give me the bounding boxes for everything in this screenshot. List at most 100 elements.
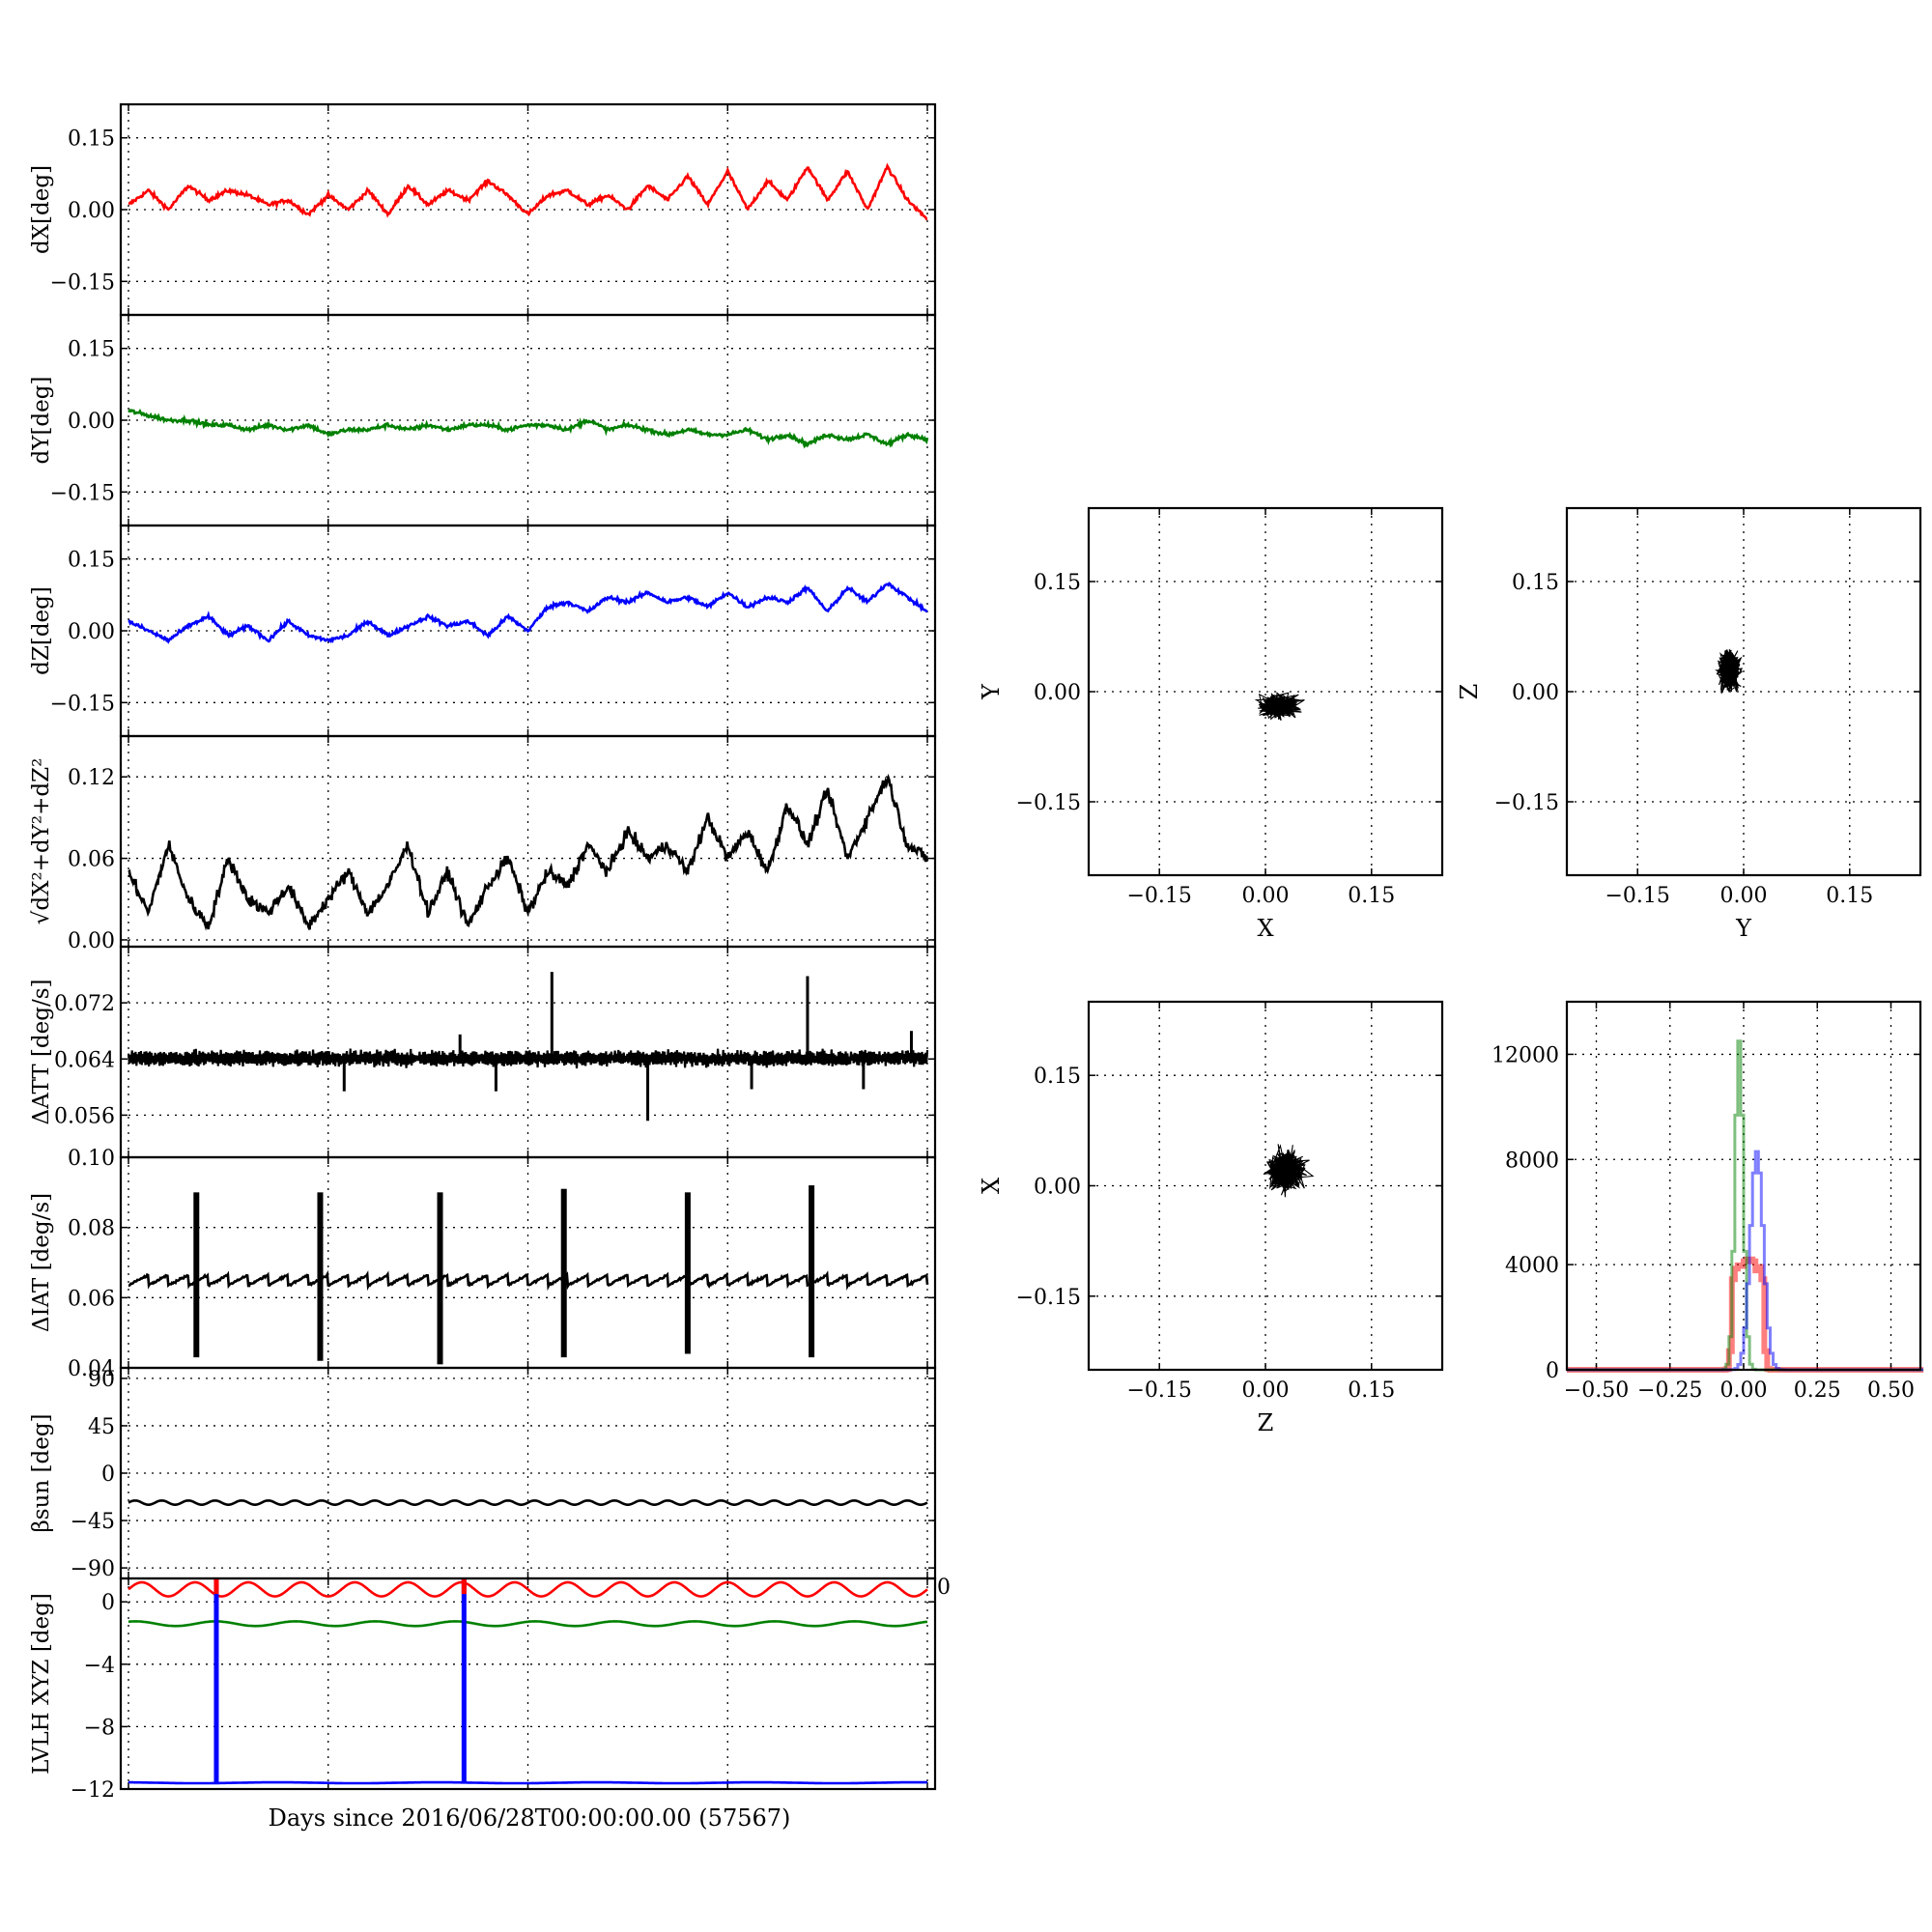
ylabel: βsun [deg] (29, 1413, 54, 1532)
panel-frame (1087, 506, 1444, 877)
spike (560, 1188, 567, 1358)
ytick-label: 0.00 (68, 199, 115, 223)
time-panel-7: −90 −45 0 45 90 βsun [deg] (29, 1366, 937, 1581)
ylabel: √dX²+dY²+dZ² (29, 758, 54, 925)
xtick-label: 0.15 (1348, 1378, 1395, 1403)
ytick-label: −8 (84, 1716, 115, 1740)
ylabel: dY[deg] (29, 377, 54, 465)
xtick-label: −0.15 (1126, 1378, 1191, 1403)
xtick-label: 0.50 (1867, 1378, 1915, 1403)
ylabel: dX[deg] (29, 165, 54, 254)
xtick-label: −0.50 (1564, 1378, 1629, 1403)
xlabel: Z (1258, 1409, 1274, 1436)
ytick-label: 90 (88, 1368, 115, 1392)
xtick-label: −0.25 (1637, 1378, 1702, 1403)
xtick-label: 0.00 (1720, 884, 1768, 908)
series-line (128, 773, 929, 931)
ytick-label: 0 (1546, 1359, 1559, 1383)
ytick-label: 0.10 (68, 1147, 115, 1171)
ytick-label: 0.00 (1034, 681, 1081, 705)
ytick-label: 0.15 (1034, 571, 1081, 595)
spike (317, 1192, 324, 1361)
ytick-label: 0.00 (1034, 1176, 1081, 1200)
ytick-label: 45 (88, 1415, 115, 1439)
histogram-panel: −0.50 −0.25 0.00 0.25 0.50 0 4000 8000 12000 (1492, 1000, 1924, 1403)
xtick-label: 0.00 (1242, 1378, 1290, 1403)
time-panel-8: −12 −8 −4 0 0 LVLH XYZ [deg] (29, 1576, 951, 1803)
ytick-label: 0.00 (68, 410, 115, 434)
xlabel: Y (1735, 915, 1752, 942)
ytick-label: −0.15 (50, 270, 115, 295)
series-line (127, 1048, 929, 1069)
time-series-stack: −0.15 0.00 0.15 dX[deg] −0.15 0.00 0.15 dY[deg]… (29, 102, 951, 1803)
ytick-label: 12000 (1492, 1043, 1559, 1067)
histogram-series-2 (1567, 1039, 1924, 1372)
series-line-3 (128, 1780, 927, 1785)
ytick-label: 0 (101, 1463, 115, 1487)
time-panel-3: −0.15 0.00 0.15 dZ[deg] (29, 524, 937, 738)
ylabel: Z (1456, 684, 1483, 700)
ytick-label: −45 (71, 1510, 115, 1534)
time-panel-1: −0.15 0.00 0.15 dX[deg] (29, 102, 937, 317)
panel-frame (1087, 1000, 1444, 1372)
trajectory (1715, 648, 1744, 694)
series-line (128, 162, 928, 221)
ytick-label: 0.06 (68, 1287, 115, 1311)
xtick-label: 0.15 (1826, 884, 1873, 908)
series-line (128, 582, 928, 644)
ytick-label: 0.056 (54, 1104, 115, 1128)
ytick-label: 0.08 (68, 1217, 115, 1241)
ytick-label: 0.00 (68, 620, 115, 644)
xtick-label: 0.00 (1720, 1378, 1768, 1403)
xlabel: X (1257, 915, 1273, 942)
series-line-2 (128, 1620, 928, 1628)
ytick-label: 0.15 (68, 338, 115, 362)
time-panel-6: 0.04 0.06 0.08 0.10 ΔIAT [deg/s] (29, 1147, 937, 1381)
scatter-panel-3: −0.15 0.00 0.15 −0.15 0.00 0.15 Z X (978, 1000, 1444, 1436)
series-line (128, 1269, 929, 1292)
ytick-label: 0.12 (68, 766, 115, 790)
ylabel: X (978, 1178, 1005, 1194)
series-line-1 (128, 1580, 928, 1598)
scatter-panel-2: −0.15 0.00 0.15 −0.15 0.00 0.15 Y Z (1456, 506, 1922, 942)
ytick-label: 0.00 (1512, 681, 1559, 705)
xtick-label: 0.15 (1348, 884, 1395, 908)
ytick-label: −12 (71, 1778, 115, 1803)
ytick-label: 4000 (1505, 1254, 1559, 1278)
ytick-label: 0.00 (68, 929, 115, 953)
ytick-label: −0.15 (1016, 791, 1081, 815)
spike (193, 1192, 200, 1358)
ytick-label: 0.15 (68, 549, 115, 573)
xtick-label: −0.15 (1126, 884, 1191, 908)
spike (437, 1192, 443, 1365)
time-panel-2: −0.15 0.00 0.15 dY[deg] (29, 313, 937, 527)
ylabel: ΔATT [deg/s] (29, 980, 54, 1125)
ytick-label: 0.15 (68, 128, 115, 152)
ytick-label: 0.06 (68, 848, 115, 872)
ytick-label: 0.15 (1512, 571, 1559, 595)
ylabel: ΔIAT [deg/s] (29, 1193, 54, 1332)
xtick-label: −0.15 (1605, 884, 1669, 908)
panel-frame (119, 1577, 937, 1791)
ylabel: LVLH XYZ [deg] (29, 1593, 54, 1775)
ytick-label: 0.072 (54, 992, 115, 1016)
ytick-label: −4 (84, 1654, 115, 1678)
ytick-label: 0 (101, 1591, 115, 1615)
correlation-panels: −0.15 0.00 0.15 −0.15 0.00 0.15 X Y −0.15 0.00 0.1… (978, 506, 1924, 1436)
time-axis-xlabel: Days since 2016/06/28T00:00:00.00 (57567… (269, 1804, 791, 1832)
right-tick-label: 0 (937, 1576, 951, 1600)
series-line (128, 408, 929, 449)
scatter-panel-1: −0.15 0.00 0.15 −0.15 0.00 0.15 X Y (978, 506, 1444, 942)
ytick-label: −0.15 (50, 481, 115, 505)
time-panel-4: 0.00 0.06 0.12 √dX²+dY²+dZ² (29, 734, 937, 953)
ytick-label: −0.15 (1016, 1286, 1081, 1310)
ytick-label: −90 (71, 1557, 115, 1581)
spike (809, 1185, 815, 1358)
series-line (128, 1499, 928, 1506)
ytick-label: −0.15 (1494, 791, 1559, 815)
ylabel: dZ[deg] (29, 586, 54, 675)
trajectory (1263, 1144, 1315, 1198)
ytick-label: 8000 (1505, 1149, 1559, 1173)
